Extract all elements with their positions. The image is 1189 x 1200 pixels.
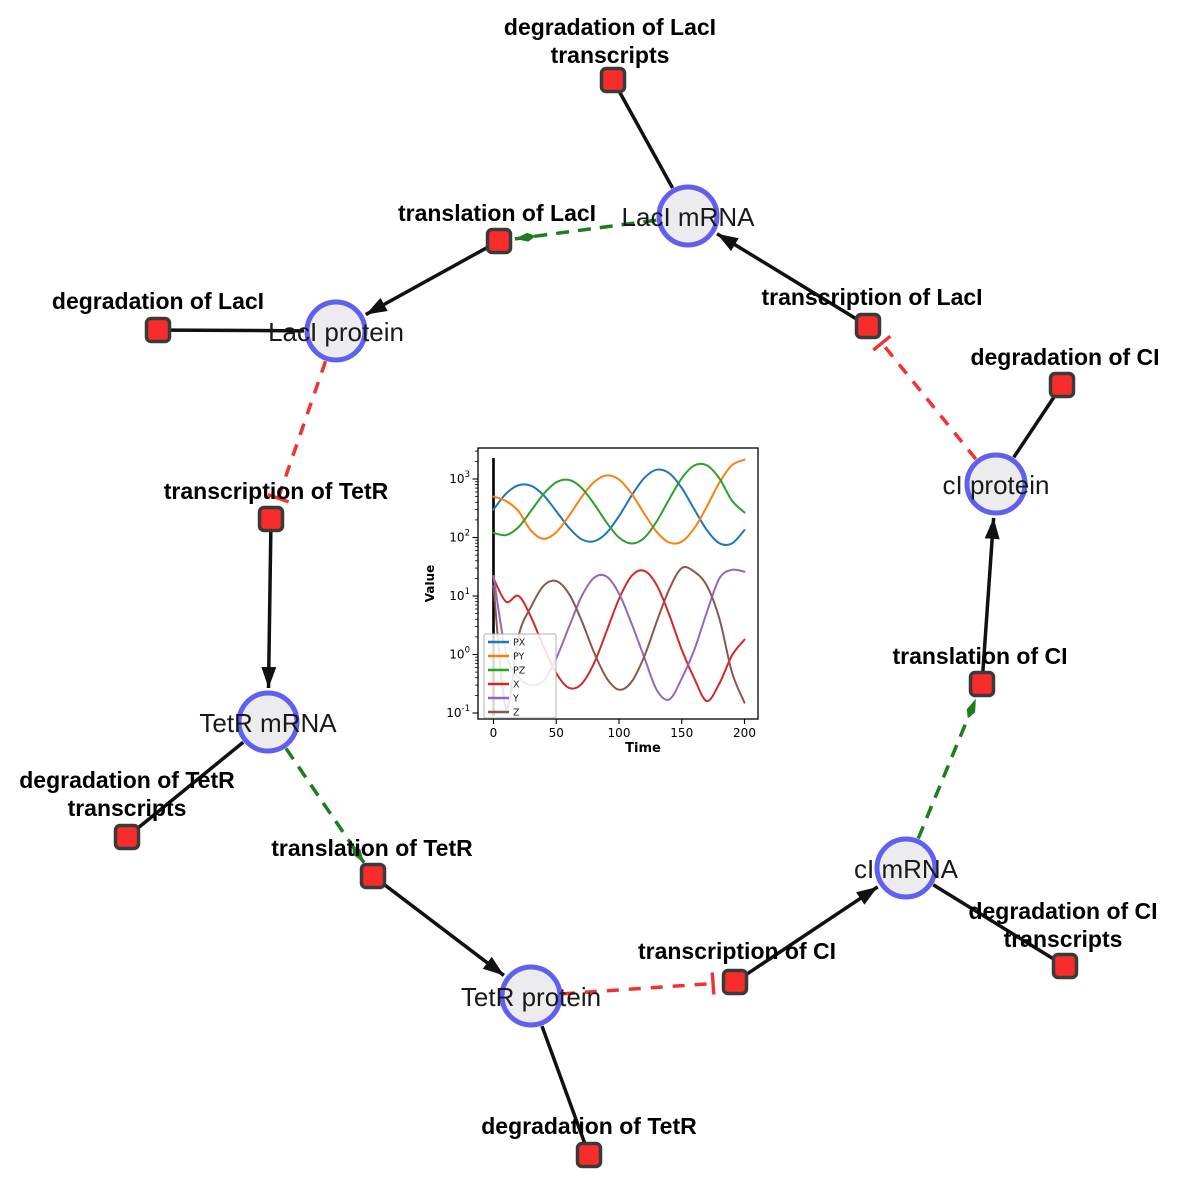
- edge-reactant-ci_prot-deg_ci: [1012, 394, 1057, 459]
- legend-label-Y: Y: [512, 694, 519, 705]
- x-tick-label: 100: [608, 726, 631, 740]
- species-node-laci_mrna: [656, 184, 720, 248]
- edge-reactant-laci_mrna-deg_laci_tx: [617, 89, 675, 189]
- edge-reactant-ci_mrna-deg_ci_tx: [932, 883, 1056, 962]
- species-node-laci_prot: [304, 299, 368, 363]
- species-label-ci_prot: cI protein: [943, 470, 1050, 500]
- series-PY: [492, 458, 746, 545]
- reaction-label-deg_laci_tx: degradation of LacI: [504, 14, 716, 40]
- labels-layer: degradation of LacItranscriptstranslatio…: [19, 14, 1159, 1139]
- edge-inhibitor-ci_prot-txn_laci: [872, 334, 978, 461]
- species-node-tetr_prot: [499, 964, 563, 1028]
- species-label-laci_mrna: LacI mRNA: [622, 202, 756, 232]
- edge-product-txn_laci-laci_mrna: [716, 232, 858, 321]
- x-tick-label: 200: [733, 726, 756, 740]
- reaction-label-deg_ci_tx: transcripts: [1004, 926, 1123, 952]
- y-axis-label: Value: [425, 565, 437, 603]
- legend: PX PY PZ XYZ: [483, 633, 557, 719]
- x-tick-label: 50: [549, 726, 564, 740]
- species-node-ci_mrna: [874, 836, 938, 900]
- plot-frame: [477, 447, 759, 720]
- edge-reactant-tetr_prot-deg_tetr: [540, 1025, 587, 1145]
- reaction-label-deg_laci: degradation of LacI: [52, 288, 264, 314]
- reaction-node-deg_laci: [144, 316, 172, 344]
- reaction-node-transl_tetr: [359, 862, 387, 890]
- reaction-node-txn_tetr: [257, 505, 285, 533]
- reaction-node-deg_laci_tx: [599, 66, 627, 94]
- species-label-ci_mrna: cI mRNA: [854, 854, 959, 884]
- species-node-ci_prot: [964, 452, 1028, 516]
- reaction-label-deg_laci_tx: transcripts: [551, 42, 670, 68]
- series-X: [492, 569, 746, 703]
- reaction-node-transl_laci: [485, 227, 513, 255]
- legend-label-X: X: [513, 680, 520, 691]
- edge-inhibitor-tetr_prot-txn_ci: [562, 972, 716, 996]
- timeseries-inset-plot: 0 50 100 150 20010-1100101102103TimeValuePXP…: [425, 447, 759, 756]
- reaction-node-deg_ci_tx: [1051, 952, 1079, 980]
- legend-label-Z: Z: [513, 708, 520, 719]
- series-curves: [492, 458, 746, 710]
- legend-label-PX: PX: [513, 638, 526, 649]
- species-label-tetr_mrna: TetR mRNA: [199, 708, 337, 738]
- nodes-layer: [113, 66, 1079, 1169]
- series-PZ: [492, 462, 746, 545]
- x-axis-label: Time: [625, 741, 661, 756]
- edge-modifier-ci_mrna-transl_ci: [916, 698, 978, 840]
- edge-inhibitor-laci_prot-txn_tetr: [267, 360, 328, 504]
- reaction-label-deg_tetr: degradation of TetR: [481, 1113, 697, 1139]
- edge-product-transl_laci-laci_prot: [364, 245, 489, 317]
- legend-label-PZ: PZ: [513, 666, 526, 677]
- x-tick-label: 150: [670, 726, 693, 740]
- x-tick-label: 0: [490, 726, 498, 740]
- series-PX: [492, 468, 746, 546]
- reaction-label-transl_tetr: translation of TetR: [271, 835, 473, 861]
- reaction-label-transl_laci: translation of LacI: [398, 200, 596, 226]
- reaction-label-transl_ci: translation of CI: [892, 643, 1067, 669]
- reaction-node-txn_laci: [854, 312, 882, 340]
- edge-product-transl_ci-ci_prot: [981, 517, 1000, 672]
- reaction-node-deg_tetr: [575, 1141, 603, 1169]
- reaction-label-txn_tetr: transcription of TetR: [164, 478, 389, 504]
- y-tick-label: 100: [449, 646, 470, 662]
- edge-modifier-tetr_mrna-transl_tetr: [284, 747, 366, 864]
- reaction-label-deg_ci: degradation of CI: [970, 344, 1159, 370]
- y-tick-label: 103: [449, 470, 470, 486]
- reaction-label-txn_ci: transcription of CI: [638, 938, 836, 964]
- species-node-tetr_mrna: [236, 690, 300, 754]
- reaction-label-txn_laci: transcription of LacI: [761, 284, 982, 310]
- reaction-node-transl_ci: [968, 670, 996, 698]
- species-label-tetr_prot: TetR protein: [461, 982, 601, 1012]
- reaction-label-deg_tetr_tx: transcripts: [68, 795, 187, 821]
- edge-modifier-laci_mrna-transl_laci: [514, 218, 657, 242]
- edge-product-txn_tetr-tetr_mrna: [261, 531, 277, 689]
- y-tick-label: 101: [449, 587, 470, 603]
- edge-reactant-tetr_mrna-deg_tetr_tx: [135, 740, 245, 831]
- reaction-label-deg_ci_tx: degradation of CI: [968, 898, 1157, 924]
- y-tick-label: 10-1: [446, 704, 470, 720]
- species-label-laci_prot: LacI protein: [268, 317, 404, 347]
- reaction-node-txn_ci: [721, 968, 749, 996]
- series-Z: [492, 566, 746, 710]
- edge-product-transl_tetr-tetr_prot: [382, 882, 505, 977]
- edge-reactant-laci_prot-deg_laci: [169, 328, 305, 333]
- reaction-node-deg_tetr_tx: [113, 823, 141, 851]
- reaction-node-deg_ci: [1048, 371, 1076, 399]
- y-tick-label: 102: [449, 529, 470, 545]
- edges-layer: [135, 89, 1057, 1145]
- reaction-label-deg_tetr_tx: degradation of TetR: [19, 767, 235, 793]
- edge-product-txn_ci-ci_mrna: [744, 885, 879, 977]
- legend-label-PY: PY: [513, 652, 525, 663]
